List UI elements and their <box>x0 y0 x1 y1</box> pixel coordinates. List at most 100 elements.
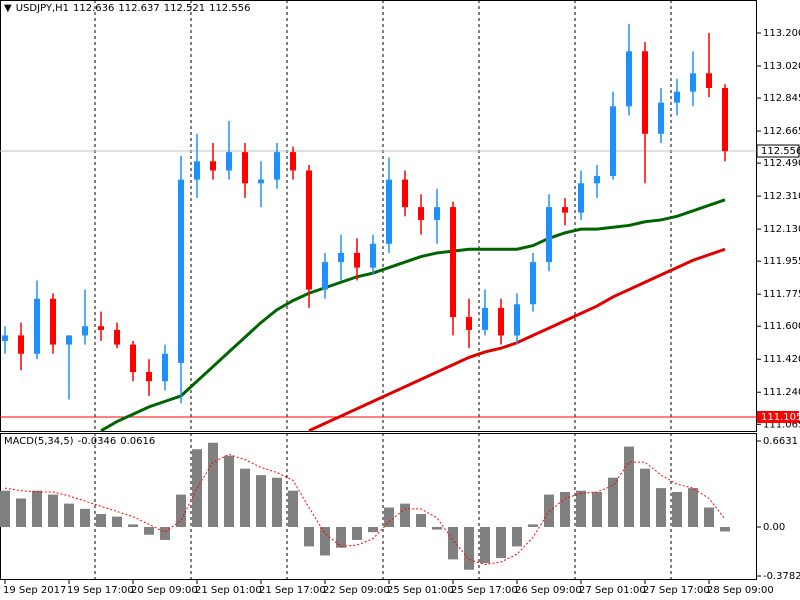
level-label: 111.105 <box>761 412 800 423</box>
candle-body <box>418 207 424 220</box>
macd-bar <box>176 494 186 527</box>
candle-body <box>706 73 712 88</box>
y-tick-label: 111.240 <box>763 387 800 398</box>
candle-body <box>226 152 232 171</box>
candle-body <box>514 304 520 336</box>
macd-bar <box>592 491 602 527</box>
macd-bar <box>288 490 298 527</box>
y-tick-label: 112.665 <box>763 126 800 137</box>
y-tick-label: 111.775 <box>763 289 800 300</box>
x-tick-label: 25 Sep 01:00 <box>387 585 454 596</box>
main-plot <box>0 0 757 432</box>
macd-bar <box>160 526 170 540</box>
macd-bar <box>560 491 570 527</box>
y-tick-label: -0.3782 <box>763 571 800 582</box>
main-frame <box>0 0 757 432</box>
candle-body <box>610 106 616 176</box>
candle-body <box>594 175 600 184</box>
macd-bar <box>720 526 730 532</box>
candle-body <box>690 73 696 92</box>
macd-bar <box>496 526 506 559</box>
ohlc-value: 112.636 <box>73 3 115 14</box>
candle-body <box>338 252 344 263</box>
candle-body <box>18 335 24 354</box>
macd-bar <box>224 455 234 527</box>
macd-value: -0.0346 <box>77 436 117 447</box>
candle-body <box>162 353 168 382</box>
candle-body <box>402 179 408 208</box>
candle-body <box>98 326 104 330</box>
candle-body <box>274 152 280 180</box>
menu-arrow[interactable]: ▼ <box>4 3 12 14</box>
macd-bar <box>672 491 682 527</box>
macd-bar <box>624 446 634 527</box>
ohlc-value: 112.556 <box>209 3 251 14</box>
candle-body <box>322 262 328 290</box>
candle-body <box>178 179 184 363</box>
y-tick-label: 0.00 <box>763 522 785 533</box>
macd-bar <box>544 494 554 527</box>
macd-bar <box>192 449 202 527</box>
y-tick-label: 111.955 <box>763 256 800 267</box>
candle-body <box>450 207 456 318</box>
y-tick-label: 111.600 <box>763 321 800 332</box>
moving-average <box>100 198 726 432</box>
candle-body <box>130 344 136 373</box>
candle-body <box>82 326 88 336</box>
candle-body <box>722 87 728 152</box>
x-tick-label: 27 Sep 01:00 <box>579 585 646 596</box>
candle-body <box>66 335 72 345</box>
macd-bar <box>144 526 154 535</box>
macd-bar <box>240 468 250 527</box>
candle-body <box>482 307 488 330</box>
x-tick-label: 22 Sep 09:00 <box>323 585 390 596</box>
indicator-name: MACD(5,34,5) <box>4 436 74 447</box>
y-tick-label: 113.020 <box>763 61 800 72</box>
y-tick-label: 112.845 <box>763 93 800 104</box>
candle-body <box>386 179 392 244</box>
candle-body <box>306 170 312 290</box>
candle-body <box>114 329 120 345</box>
x-tick-label: 19 Sep 17:00 <box>67 585 134 596</box>
macd-bar <box>480 526 490 564</box>
y-tick-label: 111.065 <box>763 419 800 430</box>
macd-bar <box>512 526 522 547</box>
candle-body <box>546 207 552 263</box>
candle-body <box>562 207 568 213</box>
candle-body <box>210 161 216 171</box>
macd-bar <box>48 494 58 527</box>
axes: 113.200 113.020 112.845 112.665 112.490 112.3… <box>3 28 800 596</box>
signal-value: 0.0616 <box>120 436 156 447</box>
signal-line <box>4 453 726 566</box>
macd-bar <box>464 526 474 570</box>
macd-bar <box>0 490 10 527</box>
macd-bar <box>304 526 314 547</box>
candle-body <box>674 91 680 103</box>
macd-bar <box>528 524 538 527</box>
macd-header: MACD(5,34,5) -0.0346 0.0616 <box>4 436 155 447</box>
main-header: ▼ USDJPY,H1 112.636 112.637 112.521 112.… <box>4 3 250 14</box>
x-tick-label: 19 Sep 2017 <box>3 585 66 596</box>
macd-bar <box>400 503 410 527</box>
macd-bar <box>320 526 330 556</box>
y-tick-label: 112.310 <box>763 191 800 202</box>
x-tick-label: 27 Sep 17:00 <box>643 585 710 596</box>
macd-bar <box>64 503 74 527</box>
macd-bar <box>448 526 458 560</box>
candle-body <box>466 317 472 330</box>
ohlc-value: 112.521 <box>163 3 206 14</box>
candle-body <box>530 262 536 305</box>
macd-bar <box>704 507 714 527</box>
macd-bar <box>128 524 138 527</box>
macd-bar <box>112 516 122 527</box>
macd-bar <box>432 526 442 530</box>
x-tick-label: 20 Sep 09:00 <box>131 585 198 596</box>
candle-body <box>34 298 40 354</box>
macd-bar <box>208 442 218 527</box>
candle-body <box>498 307 504 336</box>
candle-body <box>626 51 632 107</box>
candle-body <box>258 179 264 184</box>
x-tick-label: 25 Sep 17:00 <box>451 585 518 596</box>
macd-bar <box>576 490 586 527</box>
